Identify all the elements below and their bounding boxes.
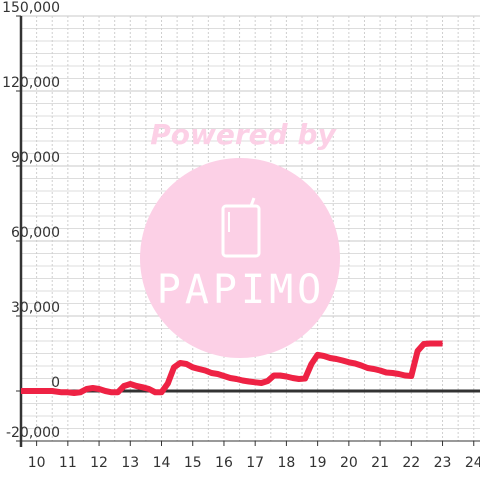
data-point [404,375,406,376]
watermark-brand: PAPIMO [157,267,326,313]
data-point [179,362,181,364]
x-tick-label: 22 [402,455,420,471]
x-tick-label: 13 [121,455,139,471]
data-point [111,391,113,393]
data-point [354,363,356,364]
data-point [442,343,443,344]
data-point [410,375,412,377]
data-point [298,378,300,380]
data-point [229,377,231,379]
data-point [192,366,194,368]
x-tick-label: 10 [28,455,46,471]
data-point [142,386,144,388]
data-point [104,390,106,392]
data-point [292,377,294,379]
x-tick-label: 17 [246,455,264,471]
x-tick-label: 14 [153,455,171,471]
data-point [254,381,256,383]
data-point [429,343,431,344]
data-point [223,375,225,377]
data-point [304,378,306,379]
data-point [435,343,437,344]
series-layer [20,340,443,396]
data-point [129,383,131,385]
data-point [98,388,100,390]
data-point [198,368,200,370]
x-tick-label: 20 [340,455,358,471]
data-point [186,363,187,365]
data-point [285,376,287,377]
x-tick-label: 23 [434,455,452,471]
x-tick-label: 18 [277,455,295,471]
data-point [335,358,337,360]
data-point [248,381,250,382]
data-point [173,366,175,368]
data-point [61,391,63,393]
watermark: Powered by PAPIMO [140,118,340,358]
data-point [342,360,344,361]
y-tick-label: 90,000 [11,150,60,166]
x-tick-label: 15 [184,455,202,471]
data-point [423,343,425,345]
x-tick-label: 21 [371,455,389,471]
data-point [217,373,219,375]
data-point [86,388,88,390]
data-point [167,383,169,384]
x-tick-label: 19 [309,455,327,471]
x-tick-label: 16 [215,455,233,471]
y-axis-ticks: 150,000 120,000 90,000 60,000 30,000 0 -20,000 [2,0,60,442]
data-point [73,392,75,394]
phone-icon [221,197,261,258]
data-point [417,350,419,352]
x-tick-label: 24 [465,455,480,471]
y-tick-label: 30,000 [11,300,60,316]
y-tick-label: 120,000 [2,75,60,91]
data-point [51,390,53,392]
data-point [348,361,350,363]
data-point [148,388,150,390]
data-point [373,368,375,370]
y-tick-label: 60,000 [11,225,60,241]
data-point [310,363,312,365]
data-point [154,391,156,393]
data-point [398,373,400,375]
data-point [235,378,237,380]
data-point [329,357,331,359]
data-point [267,380,269,382]
data-point [136,385,137,387]
watermark-title: Powered by [150,118,337,151]
data-point [367,367,369,369]
data-point [117,391,119,393]
data-point [92,387,94,389]
x-tick-label: 12 [90,455,108,471]
data-point [204,370,206,371]
y-tick-label: -20,000 [6,425,60,441]
data-point [379,370,381,371]
data-point [242,380,244,381]
data-point [260,382,262,384]
data-point [360,365,362,366]
data-point [392,372,394,374]
y-tick-label: 150,000 [2,0,60,16]
y-tick-label: 0 [51,375,60,391]
data-point [211,372,212,374]
data-point [323,355,325,357]
data-point [79,391,81,393]
x-axis-ticks: 10 11 12 13 14 15 16 17 18 19 20 21 22 23 24 [28,441,480,471]
data-point [273,375,275,376]
x-tick-label: 11 [59,455,77,471]
data-point [279,375,281,376]
data-point [67,391,69,393]
data-point [317,354,319,356]
watermark-circle [140,158,340,358]
data-point [385,372,387,373]
data-point [123,385,125,387]
data-point [161,391,162,393]
series-line [21,340,443,396]
